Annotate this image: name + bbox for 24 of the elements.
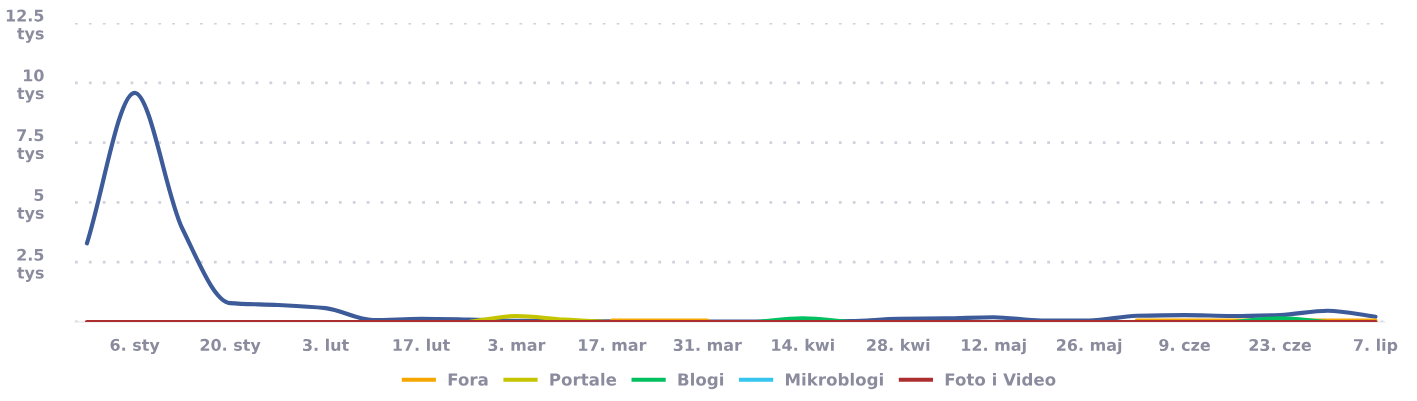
legend-label: Mikroblogi: [785, 372, 883, 390]
x-tick-label: 12. maj: [962, 338, 1026, 355]
x-tick-label: 14. kwi: [772, 338, 834, 351]
x-tick-label: 6. sty: [110, 338, 160, 355]
x-tick-label: 9. cze: [1159, 338, 1210, 352]
legend-label: Portale: [550, 372, 617, 386]
x-tick-label: 7. lip: [1353, 338, 1398, 355]
y-tick-label: 12.5 tys: [6, 9, 44, 43]
legend-label: Foto i Video: [945, 372, 1056, 386]
y-tick-label: 2.5 tys: [17, 248, 44, 282]
legend-label: Blogi: [678, 372, 724, 390]
x-tick-label: 26. maj: [1057, 338, 1122, 355]
y-tick-label: 7.5 tys: [17, 129, 44, 163]
x-tick-label: 3. mar: [488, 338, 546, 352]
x-tick-label: 20. sty: [200, 338, 261, 355]
x-tick-label: 28. kwi: [867, 338, 930, 352]
y-tick-label: 10 tys: [17, 69, 44, 103]
y-tick-label: 5 tys: [17, 189, 44, 223]
x-tick-label: 17. mar: [579, 339, 647, 352]
x-tick-label: 3. lut: [303, 338, 349, 352]
x-tick-label: 23. cze: [1249, 338, 1311, 352]
x-tick-label: 17. lut: [393, 338, 450, 352]
x-tick-label: 31. mar: [673, 338, 742, 352]
legend-label: Fora: [448, 373, 488, 386]
